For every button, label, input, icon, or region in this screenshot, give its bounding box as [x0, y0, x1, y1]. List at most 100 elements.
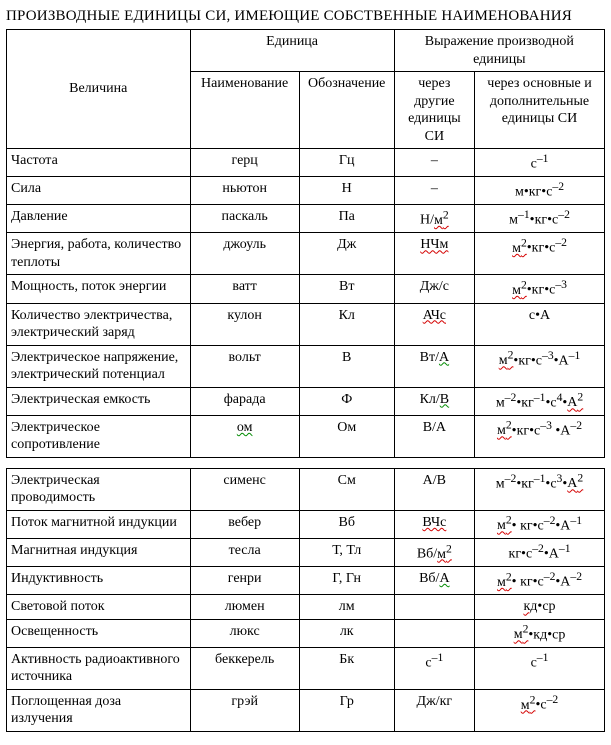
table-cell: ом: [190, 415, 299, 457]
table-cell: Магнитная индукция: [7, 538, 191, 566]
table-row: Электрическое сопротивлениеомОмВ/Ам2•кг•…: [7, 415, 605, 457]
table-cell: Вб/м2: [394, 538, 474, 566]
table-row: ДавлениепаскальПаН/м2м–1•кг•с–2: [7, 205, 605, 233]
table-cell: Мощность, поток энергии: [7, 275, 191, 303]
table-cell: Электрическое напряжение, электрический …: [7, 345, 191, 387]
table-cell: м2•кг•с–3 •А–2: [475, 415, 605, 457]
table-cell: Поток магнитной индукции: [7, 510, 191, 538]
table-cell: беккерель: [190, 647, 299, 689]
header-base: через основные и дополнительные единицы …: [475, 72, 605, 149]
header-unit-group: Единица: [190, 30, 394, 72]
table-cell: Кл: [299, 303, 394, 345]
table-cell: вебер: [190, 510, 299, 538]
table-cell: грэй: [190, 689, 299, 731]
table-cell: Поглощенная доза излучения: [7, 689, 191, 731]
page-title: ПРОИЗВОДНЫЕ ЕДИНИЦЫ СИ, ИМЕЮЩИЕ СОБСТВЕН…: [6, 8, 605, 25]
table-row: Магнитная индукциятеслаТ, ТлВб/м2кг•с–2•…: [7, 538, 605, 566]
table-cell: генри: [190, 567, 299, 595]
table-row: Электрическая проводимостьсименсСмА/Вм–2…: [7, 468, 605, 510]
table-cell: Н/м2: [394, 205, 474, 233]
table-cell: люмен: [190, 595, 299, 620]
header-other: через другие единицы СИ: [394, 72, 474, 149]
header-name: Наименование: [190, 72, 299, 149]
table-cell: Частота: [7, 149, 191, 177]
table-cell: с–1: [475, 149, 605, 177]
table-cell: Вт/А: [394, 345, 474, 387]
table-cell: Сила: [7, 177, 191, 205]
table-row: Поглощенная доза излучениягрэйГрДж/кгм2•…: [7, 689, 605, 731]
table-cell: Вт: [299, 275, 394, 303]
table-cell: Кл/В: [394, 387, 474, 415]
table-cell: [394, 619, 474, 647]
table-cell: м•кг•с–2: [475, 177, 605, 205]
table-cell: с•А: [475, 303, 605, 345]
table-cell: м2• кг•с–2•А–2: [475, 567, 605, 595]
table-row: Количество электричества, электрический …: [7, 303, 605, 345]
table-cell: –: [394, 149, 474, 177]
table-cell: ватт: [190, 275, 299, 303]
table-cell: Количество электричества, электрический …: [7, 303, 191, 345]
table-cell: В: [299, 345, 394, 387]
table-cell: А/В: [394, 468, 474, 510]
table-row: Мощность, поток энергииваттВтДж/см2•кг•с…: [7, 275, 605, 303]
table-cell: Вб: [299, 510, 394, 538]
table-cell: Электрическая емкость: [7, 387, 191, 415]
table-cell: Дж/кг: [394, 689, 474, 731]
table-cell: Энергия, работа, количество теплоты: [7, 233, 191, 275]
table-cell: Т, Тл: [299, 538, 394, 566]
table-cell: Индуктивность: [7, 567, 191, 595]
table-row: Электрическое напряжение, электрический …: [7, 345, 605, 387]
table-row: Энергия, работа, количество теплотыджоул…: [7, 233, 605, 275]
table-cell: сименс: [190, 468, 299, 510]
table-cell: ВЧс: [394, 510, 474, 538]
table-cell: м2• кг•с–2•А–1: [475, 510, 605, 538]
table-cell: вольт: [190, 345, 299, 387]
table-cell: м2•кг•с–2: [475, 233, 605, 275]
table-row: Электрическая емкостьфарадаФКл/Вм–2•кг–1…: [7, 387, 605, 415]
table-cell: Па: [299, 205, 394, 233]
table-row: Освещенностьлюкслк м2•кд•ср: [7, 619, 605, 647]
table-cell: Гр: [299, 689, 394, 731]
table-row: ЧастотагерцГц–с–1: [7, 149, 605, 177]
si-units-table-bottom: Электрическая проводимостьсименсСмА/Вм–2…: [6, 468, 605, 732]
header-symbol: Обозначение: [299, 72, 394, 149]
table-cell: герц: [190, 149, 299, 177]
table-cell: Давление: [7, 205, 191, 233]
table-cell: кд•ср: [475, 595, 605, 620]
table-cell: фарада: [190, 387, 299, 415]
table-cell: Электрическое сопротивление: [7, 415, 191, 457]
header-expr-group: Выражение производной единицы: [394, 30, 604, 72]
table-cell: Дж/с: [394, 275, 474, 303]
table-cell: Бк: [299, 647, 394, 689]
table-cell: Г, Гн: [299, 567, 394, 595]
table-cell: м–1•кг•с–2: [475, 205, 605, 233]
table-cell: Освещенность: [7, 619, 191, 647]
table-cell: люкс: [190, 619, 299, 647]
table-cell: лк: [299, 619, 394, 647]
table-cell: Ом: [299, 415, 394, 457]
table-cell: лм: [299, 595, 394, 620]
table-cell: [394, 595, 474, 620]
table-row: Световой потоклюменлм кд•ср: [7, 595, 605, 620]
si-units-table-top: Величина Единица Выражение производной е…: [6, 29, 605, 458]
table-cell: м–2•кг–1•с4•А2: [475, 387, 605, 415]
table-cell: м2•кг•с–3•А–1: [475, 345, 605, 387]
table-cell: м2•кд•ср: [475, 619, 605, 647]
table-cell: Н: [299, 177, 394, 205]
table-cell: с–1: [394, 647, 474, 689]
table-cell: м–2•кг–1•с3•А2: [475, 468, 605, 510]
table-cell: ньютон: [190, 177, 299, 205]
table-cell: Вб/А: [394, 567, 474, 595]
table-cell: Гц: [299, 149, 394, 177]
table-cell: паскаль: [190, 205, 299, 233]
table-cell: –: [394, 177, 474, 205]
table-row: Активность радиоактивного источникабекке…: [7, 647, 605, 689]
table-cell: АЧс: [394, 303, 474, 345]
table-cell: тесла: [190, 538, 299, 566]
table-cell: кг•с–2•А–1: [475, 538, 605, 566]
table-cell: кулон: [190, 303, 299, 345]
table-cell: джоуль: [190, 233, 299, 275]
table-gap: [6, 458, 605, 468]
table-cell: Дж: [299, 233, 394, 275]
table-cell: Световой поток: [7, 595, 191, 620]
